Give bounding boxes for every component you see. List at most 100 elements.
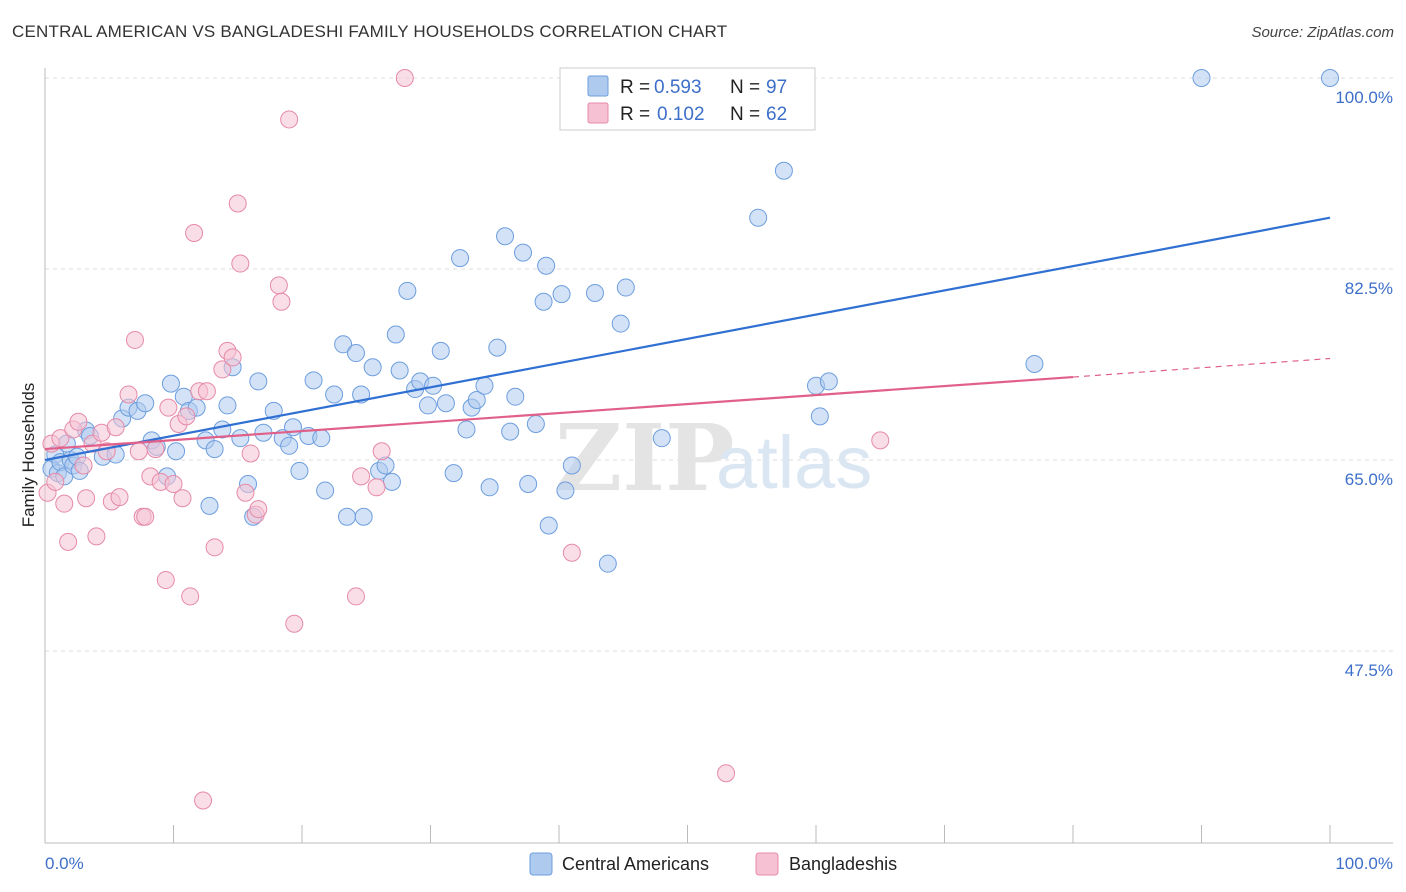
watermark-atlas: atlas: [716, 421, 872, 504]
central-americans-point: [506, 387, 525, 406]
bangladeshis-point: [213, 360, 232, 379]
bangladeshis-point: [173, 489, 192, 508]
central-americans-point: [316, 481, 335, 500]
bangladeshis-point: [395, 69, 414, 87]
central-americans-point: [363, 358, 382, 377]
central-americans-point: [496, 227, 515, 246]
central-americans-point: [534, 292, 553, 311]
bottom-legend-central-americans: Central Americans: [562, 854, 709, 874]
central-americans-point: [475, 376, 494, 395]
bangladeshis-point: [146, 440, 165, 459]
central-americans-point: [337, 507, 356, 526]
central-americans-point: [136, 394, 155, 413]
central-americans-point: [346, 344, 365, 363]
central-americans-point: [249, 372, 268, 391]
bangladeshis-point: [156, 571, 175, 590]
bangladeshis-point: [367, 478, 386, 497]
central-americans-point: [431, 341, 450, 360]
central-americans-point: [774, 161, 793, 180]
bangladeshis-point: [228, 194, 247, 213]
legend-swatch-central-americans: [587, 75, 609, 97]
central-americans-point: [280, 436, 299, 455]
central-americans-point: [354, 507, 373, 526]
legend-r-label-2: R =: [620, 104, 650, 125]
bangladeshis-point: [77, 489, 96, 508]
central-americans-point: [312, 429, 331, 448]
legend-r-value-2: 0.102: [657, 104, 705, 125]
bangladeshis-point: [177, 407, 196, 426]
central-americans-point: [556, 481, 575, 500]
bangladeshis-point: [185, 223, 204, 242]
central-americans-point: [231, 429, 250, 448]
bangladeshis-point: [46, 472, 65, 491]
y-tick-label: 47.5%: [1345, 661, 1393, 680]
bangladeshis-point: [231, 254, 250, 273]
central-americans-point: [418, 396, 437, 415]
bangladeshis-point: [352, 467, 371, 486]
central-americans-point: [810, 407, 829, 426]
bangladeshis-point: [717, 764, 736, 783]
central-americans-point: [537, 256, 556, 275]
legend-r-label-1: R =: [620, 77, 650, 98]
bangladeshis-point: [110, 488, 129, 507]
central-americans-point: [562, 456, 581, 475]
central-americans-point: [1025, 354, 1044, 373]
central-americans-point: [398, 281, 417, 300]
bangladeshis-point: [119, 385, 138, 404]
series-legend: Central Americans Bangladeshis: [529, 852, 897, 876]
central-americans-point: [552, 285, 571, 304]
chart-title: CENTRAL AMERICAN VS BANGLADESHI FAMILY H…: [12, 22, 728, 41]
central-americans-point: [598, 554, 617, 573]
central-americans-point: [652, 429, 671, 448]
central-americans-point: [200, 496, 219, 515]
bangladeshis-point: [55, 494, 74, 513]
central-americans-point: [334, 335, 353, 354]
y-tick-label: 82.5%: [1345, 279, 1393, 298]
central-americans-point: [290, 461, 309, 480]
central-americans-trend-line: [44, 216, 1331, 462]
source-label: Source: ZipAtlas.com: [1251, 24, 1394, 41]
bangladeshis-point: [372, 442, 391, 461]
grid: [45, 77, 1393, 652]
central-americans-point: [218, 396, 237, 415]
central-americans-point: [539, 516, 558, 535]
y-tick-labels: 47.5% 65.0% 82.5% 100.0%: [1335, 88, 1393, 680]
central-americans-point: [444, 464, 463, 483]
bangladeshis-point: [74, 456, 93, 475]
central-americans-point: [819, 372, 838, 391]
central-americans-point: [390, 361, 409, 380]
x-tick-label-min: 0.0%: [45, 854, 84, 873]
central-americans-point: [451, 249, 470, 268]
bangladeshis-point: [164, 475, 183, 494]
bottom-legend-swatch-central-americans: [529, 852, 553, 876]
bottom-legend-swatch-bangladeshis: [755, 852, 779, 876]
central-americans-point: [457, 420, 476, 439]
bangladeshis-point: [59, 532, 78, 551]
bangladeshis-point: [249, 500, 268, 519]
correlation-legend: R = 0.593 N = 97 R = 0.102 N = 62: [559, 67, 816, 131]
legend-n-value-1: 97: [766, 77, 787, 98]
y-tick-label: 65.0%: [1345, 470, 1393, 489]
bangladeshis-point: [87, 527, 106, 546]
central-americans-point: [382, 472, 401, 491]
bangladeshis-point: [205, 538, 224, 557]
central-americans-point: [325, 385, 344, 404]
central-americans-point: [616, 278, 635, 297]
watermark-zip: ZIP: [555, 404, 734, 512]
legend-n-label-2: N =: [730, 104, 760, 125]
bangladeshis-point: [272, 292, 291, 311]
bangladeshis-point: [181, 587, 200, 606]
legend-swatch-bangladeshis: [587, 102, 609, 124]
central-americans-point: [467, 390, 486, 409]
central-americans-point: [514, 243, 533, 262]
central-americans-point: [386, 325, 405, 344]
bangladeshis-point: [285, 614, 304, 633]
x-axis-ticks: [173, 825, 1331, 843]
central-americans-point: [304, 371, 323, 390]
central-americans-point: [501, 422, 520, 441]
central-americans-point: [161, 374, 180, 393]
bangladeshis-point: [280, 110, 299, 129]
bangladeshis-point: [346, 587, 365, 606]
bangladeshis-point: [106, 418, 125, 437]
bangladeshis-point: [269, 276, 288, 295]
